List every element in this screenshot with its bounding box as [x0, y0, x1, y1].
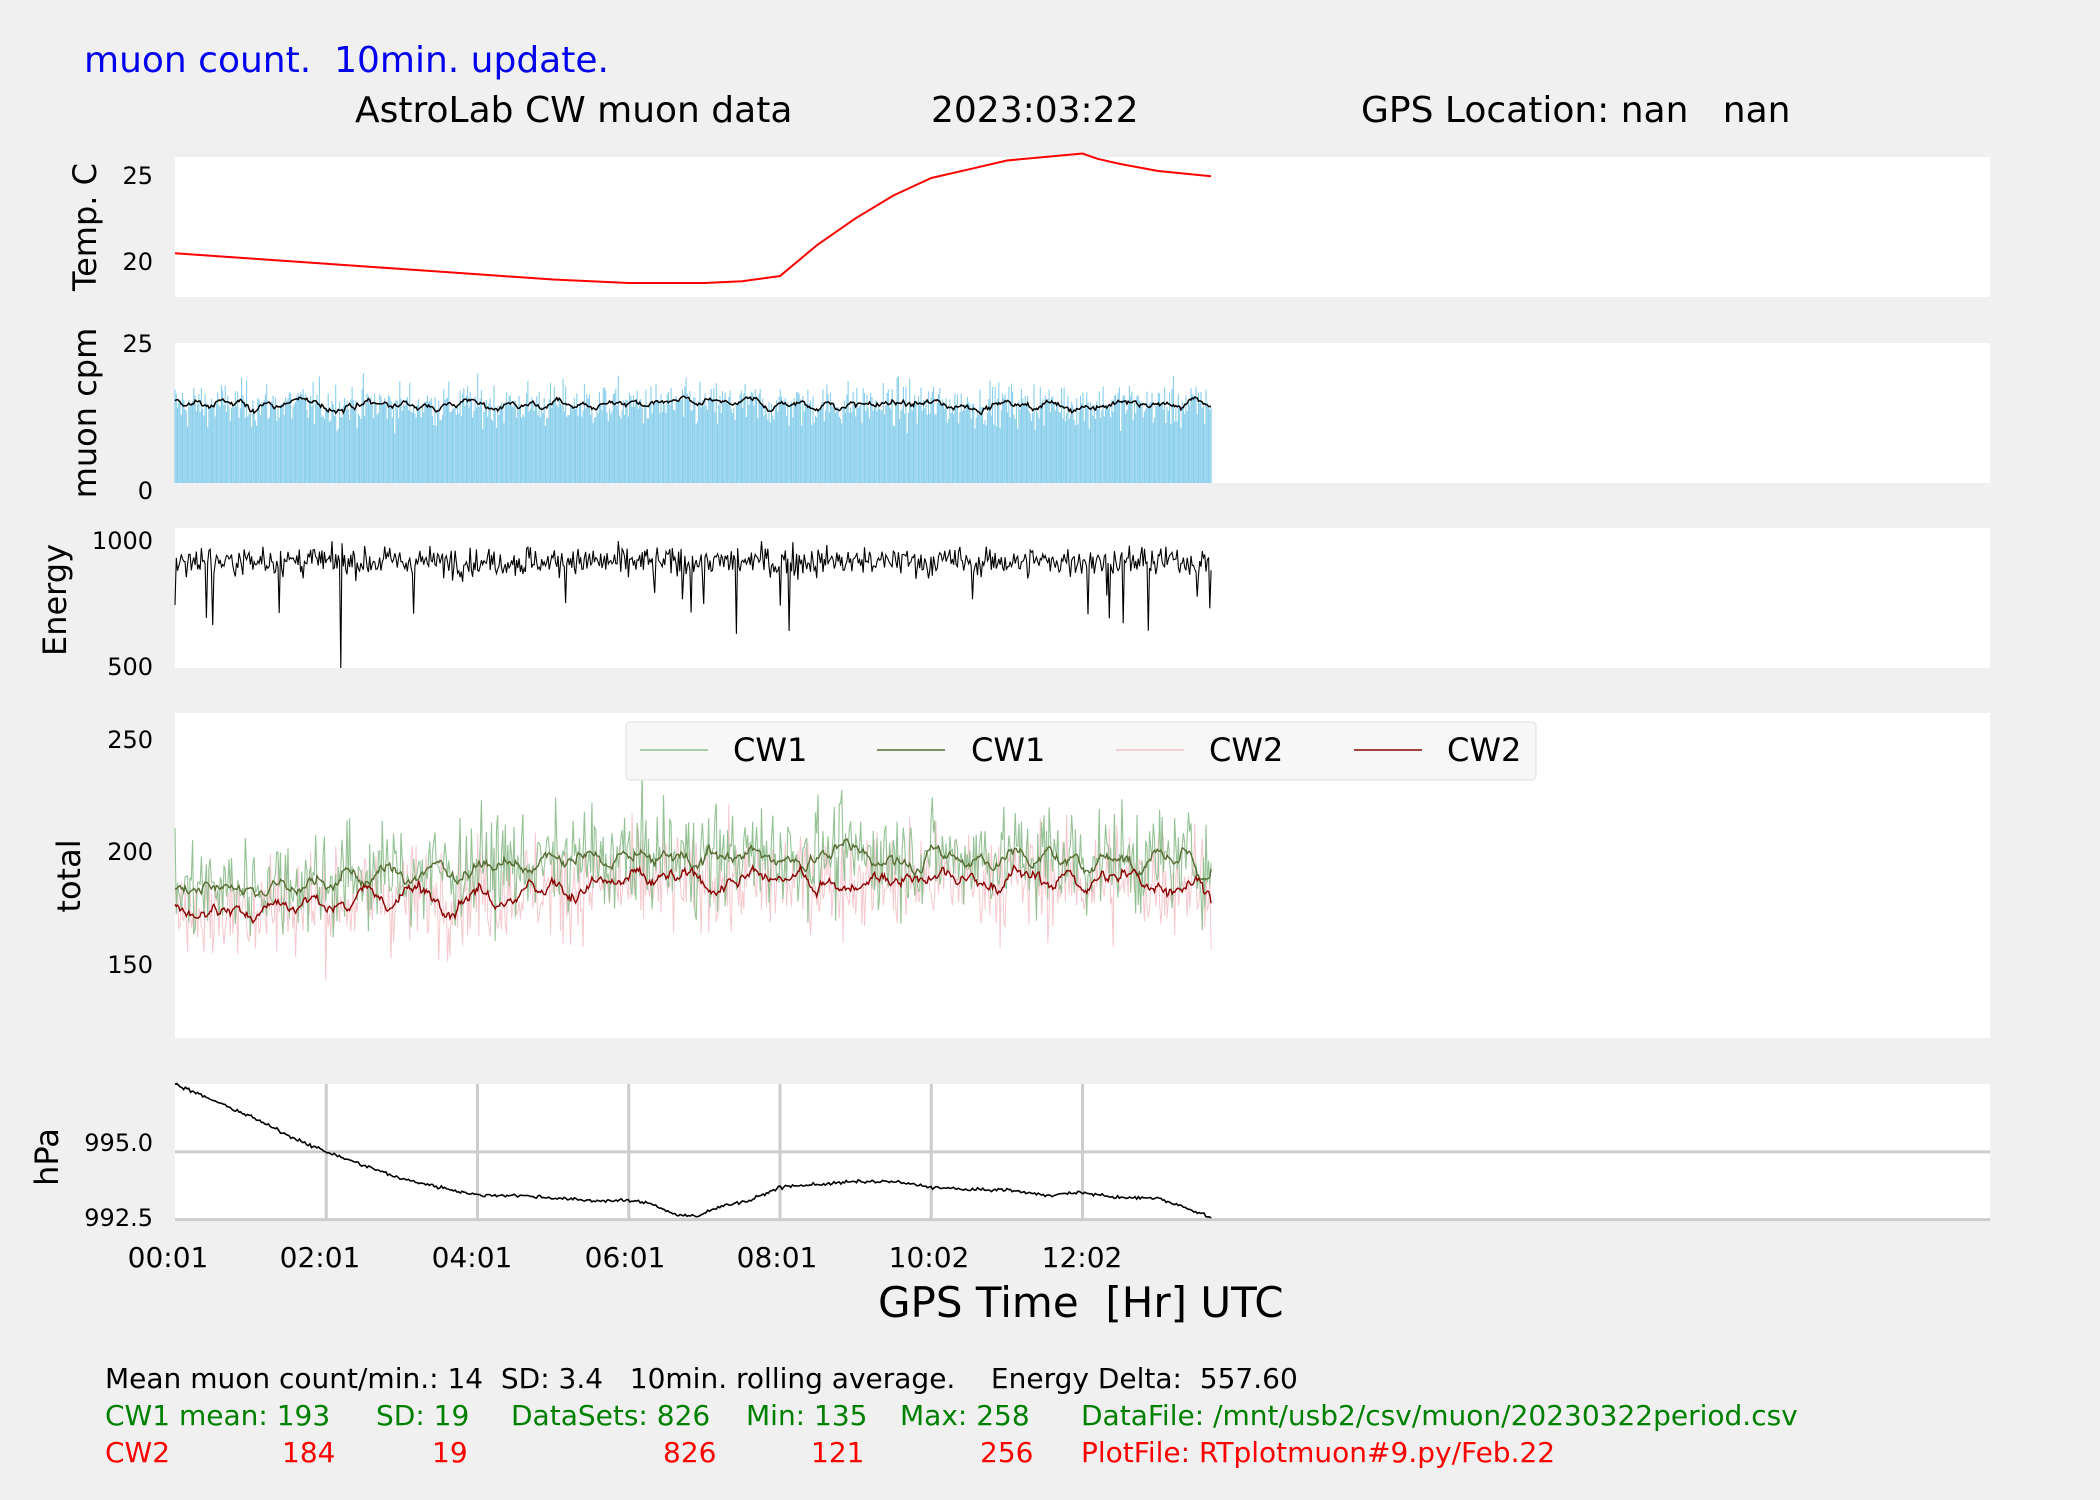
muon-cpm-ylabel: muon cpm [66, 328, 104, 499]
cw2-max: 256 [980, 1436, 1034, 1469]
temperature-ytick: 20 [122, 248, 153, 276]
muon-cpm-bars [174, 373, 1212, 483]
pressure-grid [175, 1084, 1990, 1222]
x-tick: 08:01 [737, 1241, 818, 1274]
pressure-ytick: 995.0 [84, 1129, 153, 1157]
x-tick: 10:02 [889, 1241, 970, 1274]
cw1-max: Max: 258 [900, 1399, 1030, 1432]
x-tick: 00:01 [128, 1241, 209, 1274]
x-axis-label: GPS Time [Hr] UTC [878, 1278, 1284, 1327]
energy-ytick: 500 [107, 653, 153, 681]
x-tick: 02:01 [280, 1241, 361, 1274]
cw1-sd: SD: 19 [376, 1399, 470, 1432]
total-ytick: 250 [107, 726, 153, 754]
cw2-plotfile: PlotFile: RTplotmuon#9.py/Feb.22 [1081, 1436, 1556, 1469]
energy-ytick: 1000 [92, 527, 153, 555]
chart-title: AstroLab CW muon data [355, 90, 793, 131]
cw1-rolling-average [174, 837, 1212, 898]
temperature-ytick: 25 [122, 162, 153, 190]
cw2-min: 121 [811, 1436, 865, 1469]
temperature-ylabel: Temp. C [66, 163, 104, 292]
chart-date: 2023:03:22 [931, 90, 1139, 131]
x-tick: 12:02 [1042, 1241, 1123, 1274]
cw1-min: Min: 135 [746, 1399, 868, 1432]
pressure-ytick: 992.5 [84, 1204, 153, 1232]
footer-summary: Mean muon count/min.: 14 SD: 3.4 10min. … [105, 1362, 1298, 1395]
temperature-panel [175, 157, 1990, 297]
cw1-mean: CW1 mean: 193 [105, 1399, 331, 1432]
total-ylabel: total [50, 839, 88, 912]
energy-panel [175, 528, 1990, 668]
legend-cw1-avg-label: CW1 [971, 731, 1045, 769]
cw2-datasets: 826 [663, 1436, 717, 1469]
pressure-ylabel: hPa [28, 1128, 66, 1186]
x-tick: 06:01 [585, 1241, 666, 1274]
total-ytick: 200 [107, 838, 153, 866]
gps-location: GPS Location: nan nan [1361, 90, 1791, 131]
pressure-line [174, 1082, 1212, 1219]
energy-line [174, 540, 1212, 669]
cw1-datafile: DataFile: /mnt/usb2/csv/muon/20230322per… [1081, 1399, 1798, 1432]
cw2-rolling-average [174, 863, 1212, 925]
cw2-sd: 19 [432, 1436, 468, 1469]
legend-box [625, 721, 1537, 781]
legend-cw2-raw-label: CW2 [1209, 731, 1283, 769]
total-legend: CW1 CW1 CW2 CW2 [625, 721, 1537, 781]
muon-cpm-rolling-average [174, 395, 1212, 416]
x-tick: 04:01 [432, 1241, 513, 1274]
cw2-label: CW2 [105, 1436, 171, 1469]
muon-cpm-ytick: 0 [138, 477, 153, 505]
total-ytick: 150 [107, 951, 153, 979]
muon-cpm-ytick: 25 [122, 330, 153, 358]
cw2-mean: 184 [282, 1436, 336, 1469]
legend-cw1-raw-label: CW1 [733, 731, 807, 769]
energy-ylabel: Energy [36, 544, 74, 656]
legend-cw2-avg-label: CW2 [1447, 731, 1521, 769]
update-note: muon count. 10min. update. [84, 40, 609, 81]
temperature-line [174, 152, 1212, 284]
cw1-datasets: DataSets: 826 [511, 1399, 711, 1432]
